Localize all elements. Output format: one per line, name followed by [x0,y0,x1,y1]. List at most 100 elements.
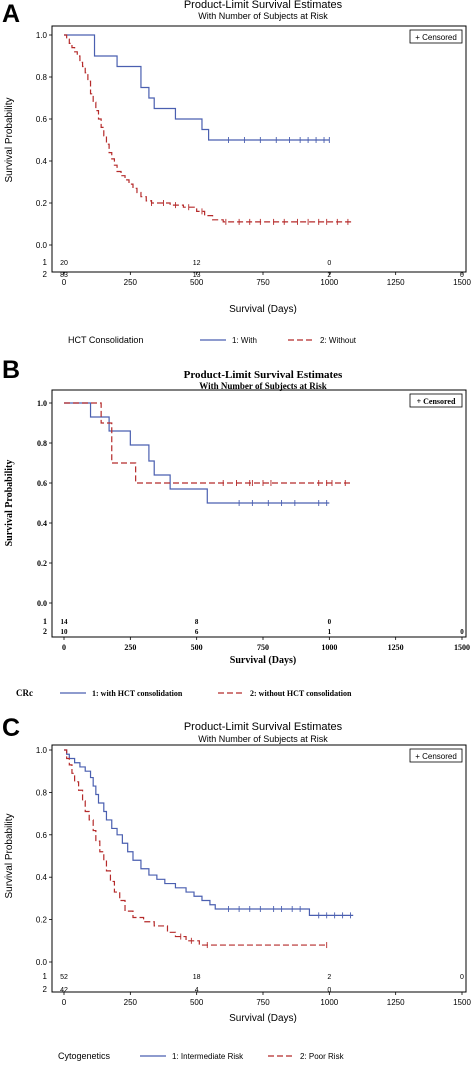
survival-curve-2 [64,402,351,484]
x-axis-label: Survival (Days) [230,655,296,666]
at-risk-count: 20 [60,260,68,267]
at-risk-count: 2 [327,272,331,279]
x-axis-label: Survival (Days) [229,304,297,315]
at-risk-count: 0 [327,260,331,267]
panel-a: A Product-Limit Survival Estimates With N… [0,0,474,352]
at-risk-count: 1 [328,628,332,636]
y-tick-label: 0.8 [36,788,48,797]
x-tick-label: 750 [256,998,270,1007]
y-tick-label: 0.0 [36,241,48,250]
censored-legend-box [409,748,463,763]
y-tick-label: 0.2 [36,199,48,208]
survival-curve-2 [64,749,327,946]
plot-frame [51,389,467,638]
at-risk-count: 83 [60,272,68,279]
at-risk-count: 0 [327,987,331,994]
y-tick-label: 0.8 [36,73,48,82]
legend-entry-2: 2: without HCT consolidation [250,689,352,698]
y-tick-label: 0.6 [36,115,48,124]
x-tick-label: 1500 [454,643,470,652]
x-tick-label: 250 [124,643,136,652]
x-tick-label: 1250 [387,278,405,287]
x-tick-label: 500 [190,278,204,287]
chart-title: Product-Limit Survival Estimates [184,0,343,11]
at-risk-count: 52 [60,974,68,981]
at-risk-row-label: 2 [43,985,48,994]
legend-entry-1: 1: Intermediate Risk [172,1052,244,1061]
panel-letter: B [2,356,21,384]
chart-title: Product-Limit Survival Estimates [184,369,343,381]
at-risk-count: 2 [327,974,331,981]
at-risk-count: 6 [195,628,199,636]
x-tick-label: 0 [62,998,67,1007]
censored-legend-label: + Censored [417,397,456,406]
x-tick-label: 750 [256,278,270,287]
panel-letter: A [2,0,21,28]
x-tick-label: 1000 [320,278,338,287]
at-risk-count: 0 [460,272,464,279]
y-tick-label: 0.0 [36,958,48,967]
panel-letter: C [2,714,21,742]
x-tick-label: 1500 [453,998,471,1007]
panel-c: C Product-Limit Survival Estimates With N… [0,714,474,1065]
legend-entry-1: 1: With [232,336,257,345]
at-risk-count: 10 [61,628,69,636]
at-risk-row-label: 2 [43,270,48,279]
y-tick-label: 0.4 [36,157,48,166]
legend-entry-1: 1: with HCT consolidation [92,689,183,698]
chart-subtitle: With Number of Subjects at Risk [198,11,328,21]
censored-legend-label: + Censored [415,33,457,42]
y-tick-label: 0.6 [36,831,48,840]
x-tick-label: 500 [191,643,203,652]
at-risk-row-label: 1 [43,972,48,981]
at-risk-count: 42 [60,987,68,994]
y-tick-label: 0.6 [37,479,47,488]
survival-curve-1 [64,34,330,141]
survival-curve-1 [64,402,330,504]
y-tick-label: 0.2 [36,916,48,925]
y-axis-label: Survival Probability [4,97,15,182]
at-risk-count: 0 [460,974,464,981]
y-tick-label: 1.0 [36,31,48,40]
legend-title: CRc [16,688,33,698]
x-tick-label: 0 [62,278,67,287]
y-axis-label: Survival Probability [4,813,15,898]
x-tick-label: 1250 [387,998,405,1007]
x-tick-label: 750 [257,643,269,652]
survival-curve-1 [64,749,354,916]
y-tick-label: 0.0 [37,599,47,608]
legend-title: Cytogenetics [58,1051,111,1061]
y-tick-label: 0.4 [37,519,47,528]
y-axis-label: Survival Probability [4,460,15,547]
x-tick-label: 0 [62,643,66,652]
panel-b: B Product-Limit Survival Estimates With N… [0,356,474,712]
at-risk-count: 14 [61,618,69,626]
censored-legend-box [409,29,463,44]
at-risk-row-label: 2 [43,627,47,636]
y-tick-label: 0.8 [37,439,47,448]
at-risk-count: 13 [193,272,201,279]
x-tick-label: 250 [124,278,138,287]
at-risk-count: 4 [195,987,199,994]
chart-subtitle: With Number of Subjects at Risk [198,734,328,744]
x-tick-label: 1250 [388,643,404,652]
chart-title: Product-Limit Survival Estimates [184,721,343,733]
legend-entry-2: 2: Poor Risk [300,1052,345,1061]
censored-legend-label: + Censored [415,752,457,761]
at-risk-count: 18 [193,974,201,981]
at-risk-count: 8 [195,618,199,626]
survival-curve-2 [64,34,354,223]
y-tick-label: 0.2 [37,559,47,568]
plot-frame [51,25,467,273]
x-axis-label: Survival (Days) [229,1013,297,1024]
y-tick-label: 1.0 [36,746,48,755]
plot-frame [51,744,467,993]
at-risk-count: 0 [328,618,332,626]
x-tick-label: 500 [190,998,204,1007]
legend-entry-2: 2: Without [320,336,357,345]
censored-legend-box [409,393,463,408]
at-risk-row-label: 1 [43,258,48,267]
